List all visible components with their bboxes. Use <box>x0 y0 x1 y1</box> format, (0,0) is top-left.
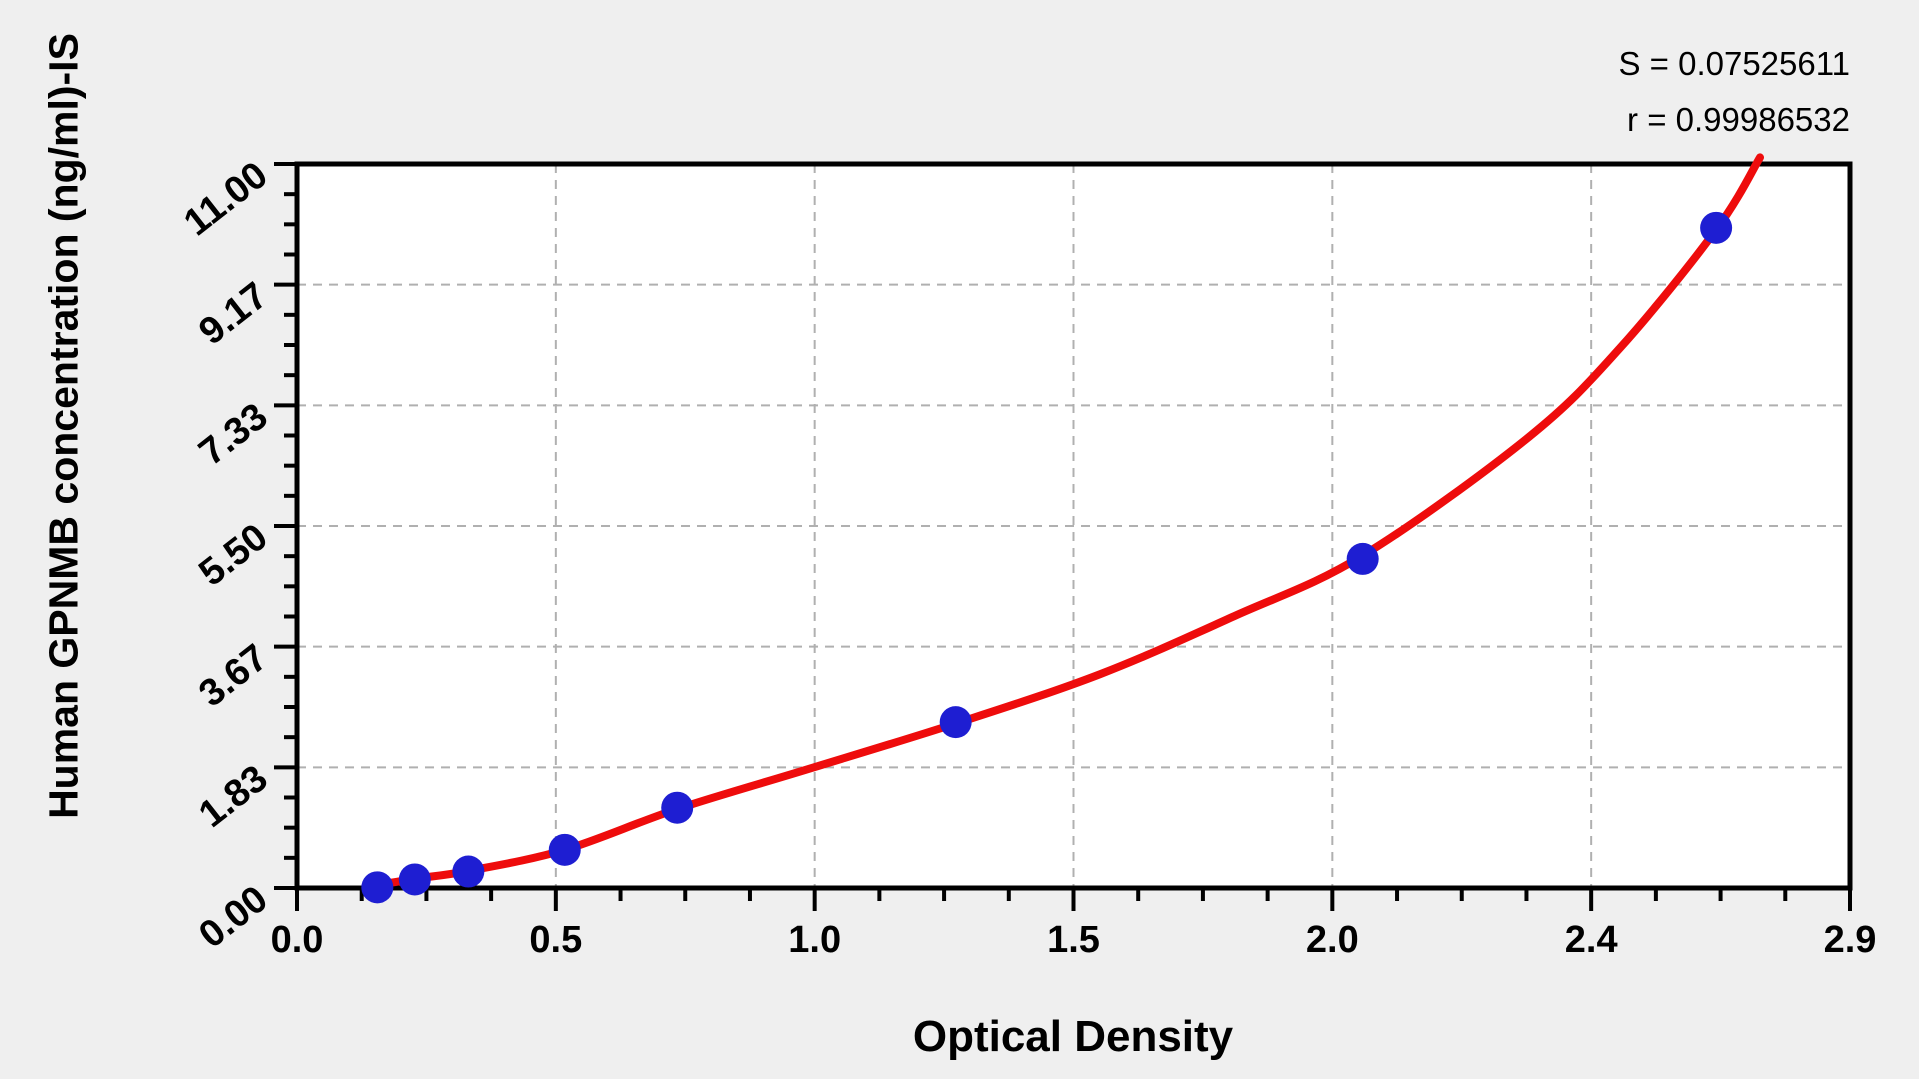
data-point <box>361 871 394 904</box>
y-tick-label: 9.17 <box>191 275 275 354</box>
x-tick-label: 0.0 <box>271 919 324 961</box>
x-tick-label: 0.5 <box>529 919 582 961</box>
x-tick-label: 1.0 <box>788 919 841 961</box>
y-tick-label: 0.00 <box>191 878 275 957</box>
x-axis-title: Optical Density <box>912 1012 1234 1061</box>
y-axis-title: Human GPNMB concentration (ng/ml)-IS <box>40 33 87 819</box>
fit-statistic-r: r = 0.99986532 <box>1627 101 1850 138</box>
data-point <box>398 863 431 896</box>
y-tick-label: 5.50 <box>191 516 275 595</box>
y-tick-label: 3.67 <box>191 637 275 716</box>
y-tick-label: 7.33 <box>191 395 275 474</box>
fit-curve <box>364 153 1764 891</box>
fit-statistic-s: S = 0.07525611 <box>1618 45 1850 82</box>
data-point <box>548 833 581 866</box>
x-tick-label: 2.9 <box>1824 919 1877 961</box>
plot-frame <box>294 161 1853 891</box>
data-point <box>661 791 694 824</box>
fit-statistics: S = 0.07525611 r = 0.99986532 <box>1618 36 1850 148</box>
x-tick-label: 1.5 <box>1047 919 1100 961</box>
y-tick-label: 1.83 <box>191 757 275 836</box>
x-tick-label: 2.4 <box>1565 919 1618 961</box>
y-tick-label: 11.00 <box>176 154 275 244</box>
data-point <box>452 855 485 888</box>
data-point <box>1700 211 1733 244</box>
data-point <box>1346 542 1379 575</box>
x-tick-label: 2.0 <box>1306 919 1359 961</box>
data-point <box>939 706 972 739</box>
